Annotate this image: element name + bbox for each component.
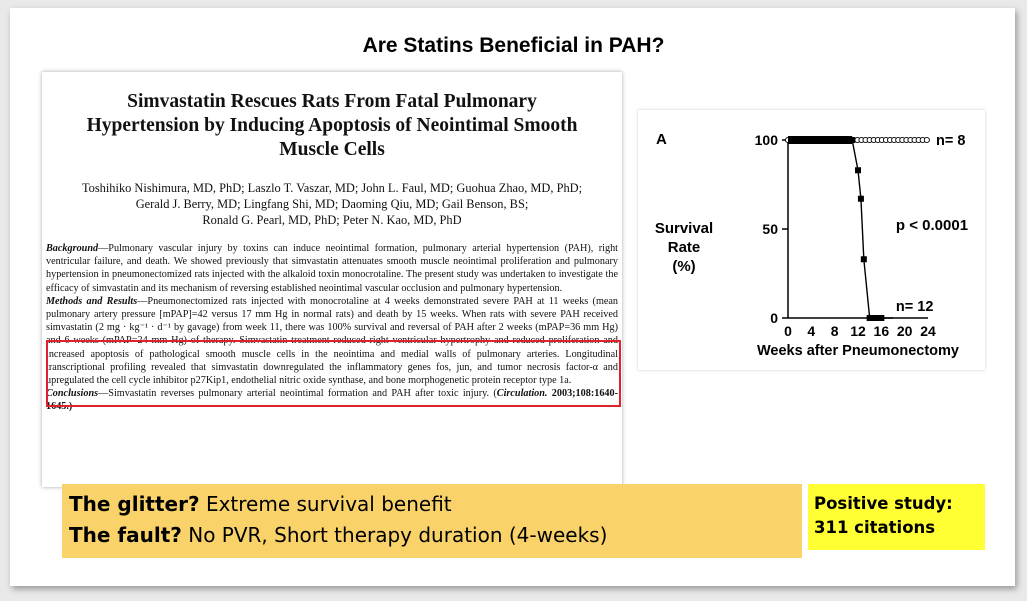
paper-title: Simvastatin Rescues Rats From Fatal Pulm… bbox=[42, 90, 622, 162]
glitter-text: Extreme survival benefit bbox=[199, 492, 452, 516]
conclusions-heading: Conclusions bbox=[46, 388, 99, 400]
citation-journal: Circulation. bbox=[496, 388, 548, 400]
paper-title-line: Muscle Cells bbox=[279, 139, 385, 160]
glitter-line: The glitter? Extreme survival benefit bbox=[69, 489, 802, 520]
x-axis-label: Weeks after Pneumonectomy bbox=[757, 343, 959, 359]
methods-heading: Methods and Results bbox=[46, 295, 138, 307]
fault-label: The fault? bbox=[69, 523, 182, 547]
abstract-background: Background—Pulmonary vascular injury by … bbox=[46, 242, 618, 295]
conclusions-text: —Simvastatin reverses pulmonary arterial… bbox=[98, 388, 497, 400]
y-tick-label: 100 bbox=[755, 132, 779, 148]
data-point-filled-square bbox=[860, 256, 867, 263]
author-line: Toshihiko Nishimura, MD, PhD; Laszlo T. … bbox=[81, 181, 583, 195]
y-axis-label: Survival bbox=[655, 220, 713, 237]
fault-line: The fault? No PVR, Short therapy duratio… bbox=[69, 520, 802, 551]
paper-authors: Toshihiko Nishimura, MD, PhD; Laszlo T. … bbox=[62, 180, 602, 228]
data-point-open-circle bbox=[923, 136, 930, 144]
y-tick-label: 0 bbox=[770, 310, 778, 326]
paper-title-line: Simvastatin Rescues Rats From Fatal Pulm… bbox=[127, 91, 537, 112]
x-tick-label: 20 bbox=[897, 323, 913, 339]
y-axis-label: (%) bbox=[672, 258, 695, 275]
data-point-filled-square bbox=[849, 137, 856, 143]
x-tick-label: 24 bbox=[920, 323, 936, 339]
background-heading: Background bbox=[46, 243, 99, 254]
positive-line-1: Positive study: bbox=[814, 494, 953, 513]
series-label-n8: n= 8 bbox=[936, 133, 965, 149]
survival-line-n12 bbox=[788, 139, 882, 319]
author-line: Ronald G. Pearl, MD, PhD; Peter N. Kao, … bbox=[202, 213, 462, 227]
background-text: —Pulmonary vascular injury by toxins can… bbox=[46, 243, 618, 294]
p-value-annotation: p < 0.0001 bbox=[896, 217, 968, 234]
x-tick-label: 0 bbox=[784, 323, 792, 339]
series-label-n12: n= 12 bbox=[896, 299, 933, 315]
glitter-label: The glitter? bbox=[69, 492, 200, 516]
survival-chart: A Survival Rate (%) 0 50 100 0 4 8 12 16 20 24 Weeks a… bbox=[638, 110, 985, 370]
glitter-callout: The glitter? Extreme survival benefit Th… bbox=[62, 484, 802, 558]
positive-study-callout: Positive study: 311 citations bbox=[808, 484, 985, 550]
y-axis-label: Rate bbox=[668, 239, 701, 256]
x-tick-label: 4 bbox=[807, 323, 815, 339]
data-point-filled-square bbox=[855, 167, 861, 174]
x-tick-label: 8 bbox=[831, 323, 839, 339]
data-point-filled-square bbox=[857, 195, 864, 202]
x-tick-label: 12 bbox=[850, 323, 866, 339]
author-line: Gerald J. Berry, MD; Lingfang Shi, MD; D… bbox=[135, 197, 529, 211]
fault-text: No PVR, Short therapy duration (4-weeks) bbox=[181, 523, 608, 547]
y-tick-label: 50 bbox=[762, 221, 778, 237]
red-highlight-box bbox=[46, 340, 621, 407]
x-tick-label: 16 bbox=[874, 323, 890, 339]
panel-label: A bbox=[656, 131, 667, 148]
paper-title-line: Hypertension by Inducing Apoptosis of Ne… bbox=[86, 115, 578, 136]
slide-title: Are Statins Beneficial in PAH? bbox=[362, 34, 665, 57]
positive-line-2: 311 citations bbox=[814, 518, 936, 537]
paper-abstract-image: Simvastatin Rescues Rats From Fatal Pulm… bbox=[42, 72, 622, 487]
